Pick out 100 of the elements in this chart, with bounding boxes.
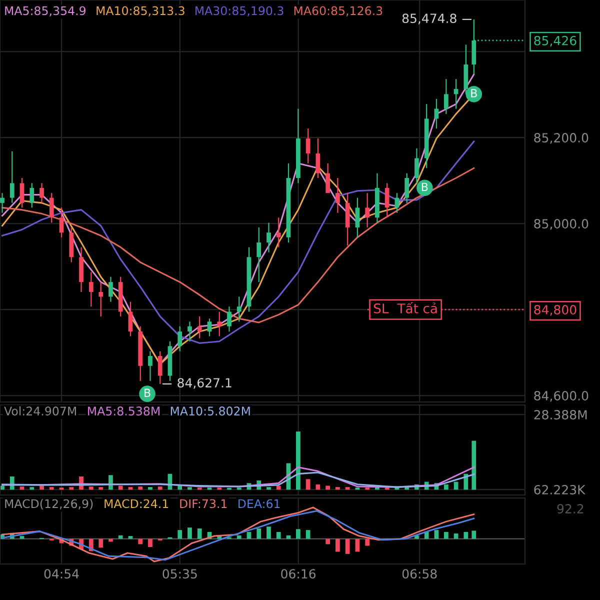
bar — [98, 487, 104, 490]
line-series — [1, 167, 475, 324]
bar — [365, 538, 370, 546]
candlestick — [49, 192, 54, 224]
bar — [326, 486, 330, 490]
candlestick — [276, 217, 281, 248]
candlestick — [20, 177, 24, 208]
text: DIF:73.1 — [180, 499, 227, 508]
line-series — [1, 472, 475, 488]
bar — [472, 440, 476, 490]
text: MA5:8.538M — [88, 406, 160, 416]
candlestick — [108, 276, 113, 302]
bar — [49, 487, 54, 490]
annotation: B — [422, 182, 428, 191]
bar — [158, 486, 162, 490]
candlestick — [306, 128, 310, 164]
bar — [178, 530, 182, 539]
candlestick — [128, 301, 133, 337]
bar — [0, 486, 4, 490]
annotation: B — [144, 388, 150, 397]
bar — [276, 486, 281, 490]
y-tick-label: 62.223K — [534, 485, 586, 494]
candlestick — [207, 318, 212, 337]
candlestick — [336, 177, 340, 214]
annotation: 84,627.1 — [178, 378, 232, 389]
candlestick — [178, 326, 182, 352]
candlestick — [148, 350, 152, 382]
y-tick-label: 85,426 — [534, 36, 576, 47]
candlestick — [98, 281, 104, 317]
candlestick — [88, 272, 94, 308]
bar — [138, 538, 143, 544]
x-tick-label: 06:58 — [402, 569, 437, 579]
bar — [286, 535, 291, 539]
bar — [256, 528, 262, 539]
bar — [69, 487, 74, 490]
bar — [128, 536, 133, 539]
candlestick — [0, 192, 4, 214]
bar — [336, 487, 340, 490]
ref-line-label: SL Tất cả — [374, 302, 437, 314]
bar — [454, 534, 458, 539]
candlestick — [355, 197, 360, 238]
candlestick — [40, 182, 44, 204]
bar — [266, 487, 271, 490]
candlestick — [30, 182, 34, 208]
candlestick — [256, 226, 262, 283]
candlestick — [236, 296, 242, 322]
bar — [306, 479, 310, 490]
bar — [236, 535, 242, 539]
y-tick-label: 84,800 — [534, 305, 576, 316]
bar — [444, 484, 448, 490]
bar — [414, 535, 419, 539]
bar — [276, 532, 281, 539]
series-label: DEA:61 — [238, 499, 280, 508]
bar — [326, 538, 330, 544]
bar — [88, 486, 94, 490]
bar — [246, 532, 252, 539]
bar — [266, 526, 271, 539]
candlestick — [227, 306, 232, 332]
bar — [108, 538, 113, 542]
candlestick — [365, 192, 370, 228]
annotation: MACD:24.1 — [104, 499, 168, 508]
y-tick-label: 28.388M — [534, 410, 587, 420]
bar — [40, 486, 44, 490]
bar — [464, 532, 468, 539]
text: MA60:85,126.3 — [294, 6, 382, 16]
bar — [20, 536, 24, 539]
bar — [188, 528, 192, 539]
chart-title: Vol:24.907M — [4, 406, 76, 416]
chart-title: MACD(12,26,9) — [5, 499, 93, 510]
y-tick-label: 84,600.0 — [534, 391, 588, 402]
annotation: B — [471, 89, 477, 98]
text: MA10:85,313.3 — [96, 6, 184, 16]
bar — [118, 486, 123, 490]
bar — [197, 528, 202, 539]
candlestick — [217, 311, 222, 337]
text: MA30:85,190.3 — [196, 6, 284, 16]
bar — [296, 431, 300, 490]
bar — [434, 530, 439, 539]
bar — [444, 532, 448, 539]
text: MA10:5.802M — [170, 406, 250, 416]
bar — [296, 529, 300, 539]
bar — [148, 538, 152, 548]
candlestick — [316, 138, 320, 179]
bar — [118, 535, 123, 539]
bar — [472, 530, 476, 539]
candlestick — [188, 321, 192, 342]
bar — [98, 538, 104, 548]
candlestick — [444, 78, 448, 114]
bar — [148, 487, 152, 490]
x-tick-label: 05:35 — [162, 569, 197, 579]
text: MA5:85,354.9 — [5, 6, 86, 16]
candlestick — [266, 222, 271, 253]
y-tick-label: 85,200.0 — [534, 133, 588, 144]
candlestick — [404, 172, 410, 204]
candlestick — [384, 182, 390, 218]
text: 92.2 — [557, 504, 584, 514]
y-tick-label: 85,000.0 — [534, 219, 588, 230]
annotation: 85,474.8 — [402, 14, 456, 24]
x-tick-label: 06:16 — [281, 569, 316, 579]
bar — [30, 487, 34, 490]
